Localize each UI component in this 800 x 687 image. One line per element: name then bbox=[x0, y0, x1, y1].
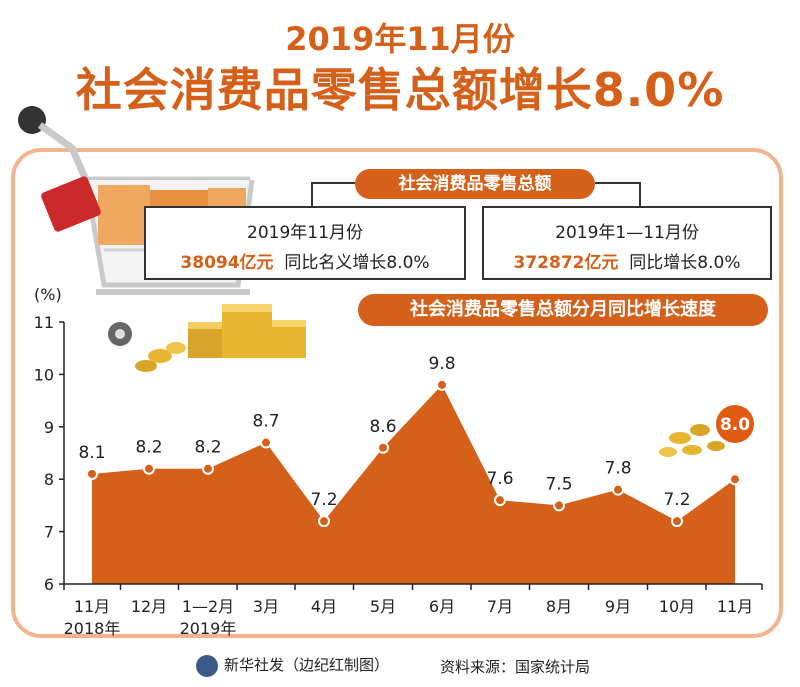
x-tick-label: 7月 bbox=[487, 597, 513, 616]
data-label: 9.8 bbox=[428, 354, 455, 374]
summary-box-ytd-period: 2019年1—11月份 bbox=[555, 223, 699, 243]
data-label: 7.6 bbox=[486, 469, 513, 489]
y-axis-unit-label: (%) bbox=[34, 285, 62, 304]
data-point bbox=[729, 473, 741, 486]
y-tick-label: 7 bbox=[44, 523, 54, 542]
data-label: 8.1 bbox=[78, 443, 105, 463]
summary-box-month-period: 2019年11月份 bbox=[247, 223, 363, 243]
x-tick-sublabel: 2019年 bbox=[180, 619, 237, 638]
data-point bbox=[377, 441, 389, 454]
data-label: 7.5 bbox=[545, 474, 572, 494]
y-tick-label: 10 bbox=[34, 365, 54, 384]
x-tick-label: 1—2月 bbox=[182, 597, 234, 616]
xinhua-logo-icon bbox=[196, 654, 218, 677]
content-frame bbox=[11, 148, 783, 638]
chart-title: 社会消费品零售总额分月同比增长速度 bbox=[358, 294, 768, 326]
summary-box-ytd: 2019年1—11月份 372872亿元 同比增长8.0% bbox=[482, 206, 772, 280]
x-tick-label: 4月 bbox=[311, 597, 337, 616]
data-label: 8.7 bbox=[252, 412, 279, 432]
x-tick-sublabel: 2018年 bbox=[64, 619, 121, 638]
summary-box-month-value: 38094亿元 bbox=[180, 253, 274, 273]
y-tick-label: 6 bbox=[44, 575, 54, 594]
y-tick-label: 11 bbox=[34, 313, 54, 332]
x-tick-label: 6月 bbox=[429, 597, 455, 616]
summary-box-ytd-desc: 同比增长8.0% bbox=[629, 253, 741, 273]
data-label: 7.2 bbox=[663, 490, 690, 510]
data-label: 7.8 bbox=[604, 459, 631, 479]
data-point bbox=[143, 462, 155, 475]
data-point bbox=[671, 515, 683, 528]
data-point bbox=[86, 467, 98, 480]
summary-section-label: 社会消费品零售总额 bbox=[355, 169, 595, 199]
data-label: 7.2 bbox=[310, 490, 337, 510]
summary-box-ytd-value: 372872亿元 bbox=[513, 253, 619, 273]
footer-source: 资料来源：国家统计局 bbox=[440, 658, 591, 676]
y-tick-label: 8 bbox=[44, 470, 54, 489]
data-point bbox=[553, 499, 565, 512]
x-tick-label: 9月 bbox=[605, 597, 631, 616]
x-tick-label: 10月 bbox=[659, 597, 695, 616]
data-label: 8.6 bbox=[369, 417, 396, 437]
data-point bbox=[202, 462, 214, 475]
x-tick-label: 11月 bbox=[717, 597, 753, 616]
x-tick-label: 8月 bbox=[546, 597, 572, 616]
data-point bbox=[318, 515, 330, 528]
data-point bbox=[436, 378, 448, 391]
data-point bbox=[494, 494, 506, 507]
title-line2: 社会消费品零售总额增长8.0% bbox=[75, 63, 725, 117]
data-point bbox=[260, 436, 272, 449]
x-tick-label: 3月 bbox=[253, 597, 279, 616]
data-point bbox=[612, 483, 624, 496]
data-label: 8.2 bbox=[135, 438, 162, 458]
x-tick-label: 11月 bbox=[74, 597, 110, 616]
y-tick-label: 9 bbox=[44, 418, 54, 437]
summary-box-month-desc: 同比名义增长8.0% bbox=[284, 253, 430, 273]
summary-box-month: 2019年11月份 38094亿元 同比名义增长8.0% bbox=[144, 206, 466, 280]
highlight-bubble bbox=[716, 405, 754, 443]
title-line1: 2019年11月份 bbox=[285, 20, 515, 58]
footer-credit: 新华社发（边纪红制图） bbox=[224, 656, 390, 674]
x-tick-label: 12月 bbox=[131, 597, 167, 616]
x-tick-label: 5月 bbox=[370, 597, 396, 616]
data-label: 8.2 bbox=[194, 438, 221, 458]
area-fill bbox=[92, 384, 735, 584]
data-label: 8.0 bbox=[720, 415, 750, 435]
